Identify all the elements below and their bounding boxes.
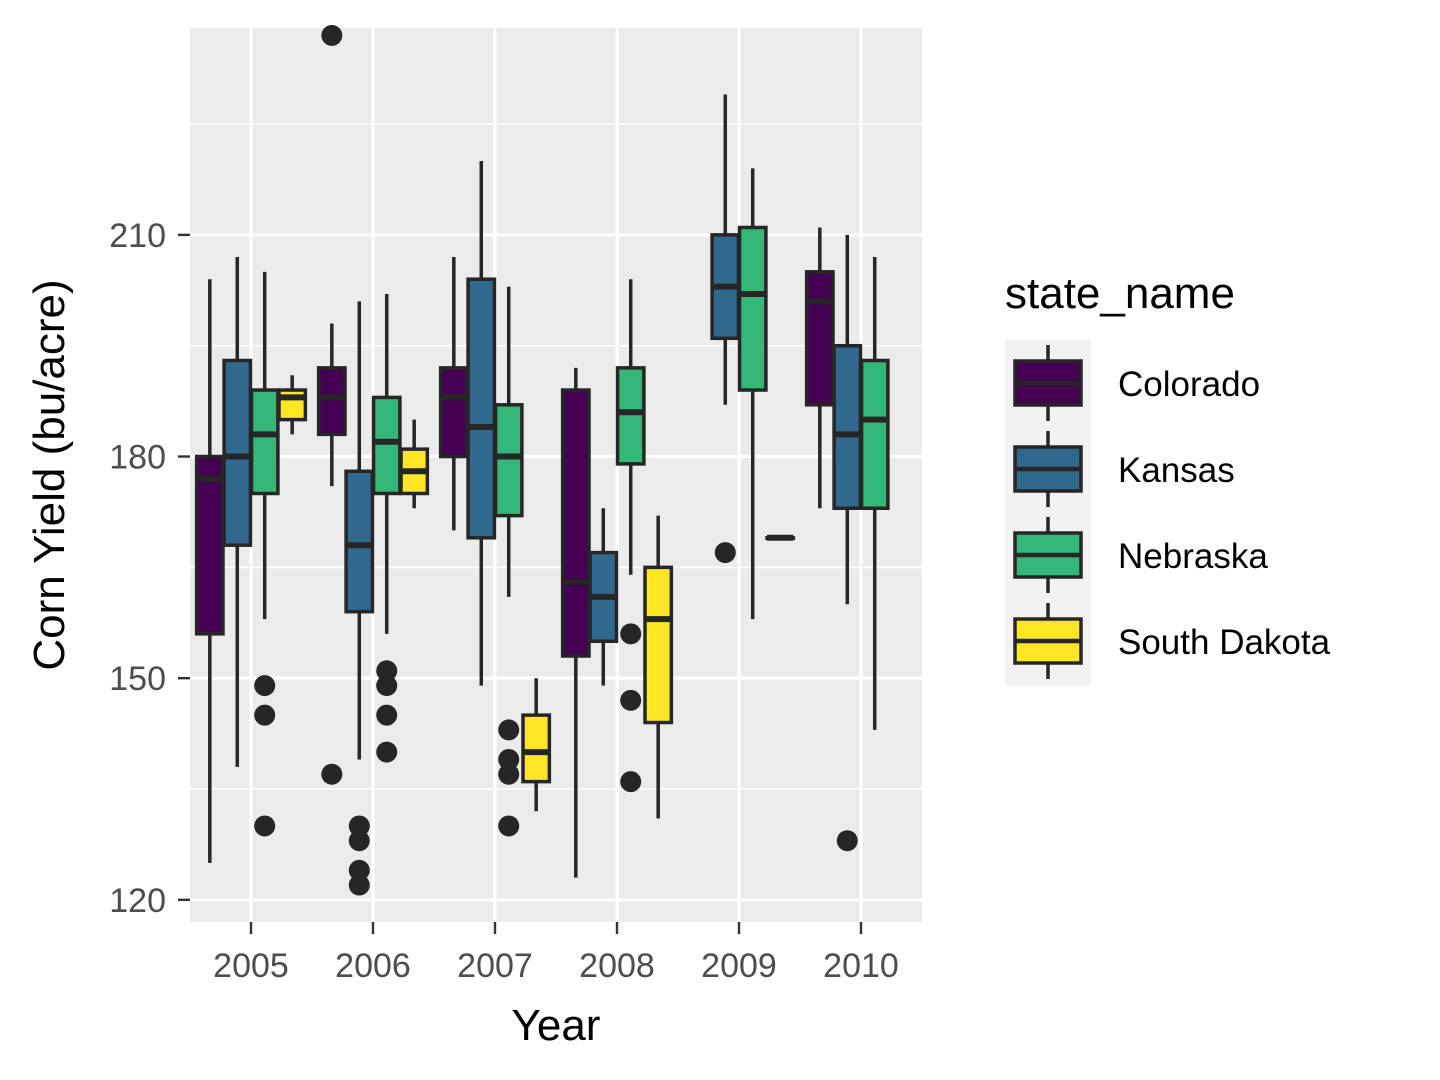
legend-item-colorado: Colorado [1013, 345, 1260, 421]
box-body [560, 388, 591, 658]
box-2007 [438, 257, 469, 531]
x-tick-label: 2009 [701, 947, 777, 985]
y-axis: 120 150 180 210 [109, 217, 190, 920]
box-body [194, 454, 225, 636]
legend-item-south-dakota: South Dakota [1013, 603, 1331, 679]
outlier-point [498, 763, 520, 785]
x-axis: 2005 2006 2007 2008 2009 2010 [213, 922, 899, 985]
box-body [466, 277, 497, 540]
box-body [832, 343, 863, 510]
box-body [521, 713, 552, 784]
outlier-point [321, 24, 343, 46]
x-tick-label: 2006 [335, 947, 411, 985]
box-body [643, 565, 674, 725]
minor-gridlines [190, 123, 922, 790]
box-body [222, 358, 253, 547]
box-2008 [643, 515, 674, 819]
outlier-point [348, 874, 370, 896]
legend-label: Colorado [1118, 365, 1260, 404]
series-nebraska [249, 168, 890, 837]
legend-title: state_name [1005, 269, 1235, 318]
x-axis-title: Year [512, 1001, 601, 1050]
box-body [615, 366, 646, 466]
y-tick-label: 210 [109, 217, 166, 255]
box-2006 [371, 293, 402, 763]
box-body [371, 395, 402, 496]
box-2006 [399, 419, 430, 509]
y-axis-title: Corn Yield (bu/acre) [25, 279, 74, 670]
outlier-point [836, 830, 858, 852]
outlier-point [254, 704, 276, 726]
outlier-point [498, 815, 520, 837]
box-2006 [344, 301, 375, 896]
box-2008 [560, 367, 591, 878]
y-tick-label: 150 [109, 660, 166, 698]
box-2008 [615, 279, 646, 793]
box-2009 [737, 168, 768, 620]
series-kansas [222, 94, 863, 896]
y-tick-label: 180 [109, 439, 166, 477]
outlier-point [376, 741, 398, 763]
outlier-point [254, 675, 276, 697]
outlier-point [376, 704, 398, 726]
box-body [438, 366, 469, 459]
box-2005 [222, 257, 253, 767]
box-body [737, 225, 768, 392]
outlier-point [714, 542, 736, 564]
legend-label: South Dakota [1118, 623, 1331, 662]
legend-label: Nebraska [1118, 537, 1268, 576]
x-tick-label: 2005 [213, 947, 289, 985]
box-body [249, 388, 280, 496]
outlier-point [498, 719, 520, 741]
panel-background [190, 28, 922, 922]
outlier-point [376, 675, 398, 697]
outlier-point [321, 763, 343, 785]
box-2010 [804, 227, 835, 509]
legend-item-nebraska: Nebraska [1013, 517, 1268, 593]
series-colorado [194, 24, 835, 878]
box-body [344, 469, 375, 614]
y-tick-label: 120 [109, 882, 166, 920]
box-body [316, 366, 347, 437]
box-2010 [859, 257, 890, 730]
box-2009 [765, 534, 796, 541]
x-tick-label: 2008 [579, 947, 655, 985]
box-2007 [521, 678, 552, 812]
box-2008 [588, 508, 619, 686]
box-2005 [277, 375, 308, 435]
box-series [194, 24, 890, 896]
box-2005 [194, 279, 225, 863]
outlier-point [254, 815, 276, 837]
series-south-dakota [277, 375, 796, 819]
box-2007 [466, 160, 497, 686]
x-tick-label: 2010 [823, 947, 899, 985]
legend: state_name Colorado Kansas Nebraska South D… [1005, 269, 1331, 686]
legend-item-kansas: Kansas [1013, 431, 1235, 507]
outlier-point [348, 859, 370, 881]
box-body [804, 270, 835, 407]
outlier-point [348, 815, 370, 837]
x-tick-label: 2007 [457, 947, 533, 985]
box-body [493, 403, 524, 518]
outlier-point [620, 771, 642, 793]
outlier-point [348, 830, 370, 852]
box-body [859, 358, 890, 510]
outlier-point [376, 660, 398, 682]
outlier-point [620, 623, 642, 645]
box-2007 [493, 286, 524, 837]
outlier-point [498, 748, 520, 770]
box-2005 [249, 271, 280, 837]
outlier-point [620, 689, 642, 711]
box-2006 [316, 24, 347, 785]
legend-label: Kansas [1118, 451, 1235, 490]
